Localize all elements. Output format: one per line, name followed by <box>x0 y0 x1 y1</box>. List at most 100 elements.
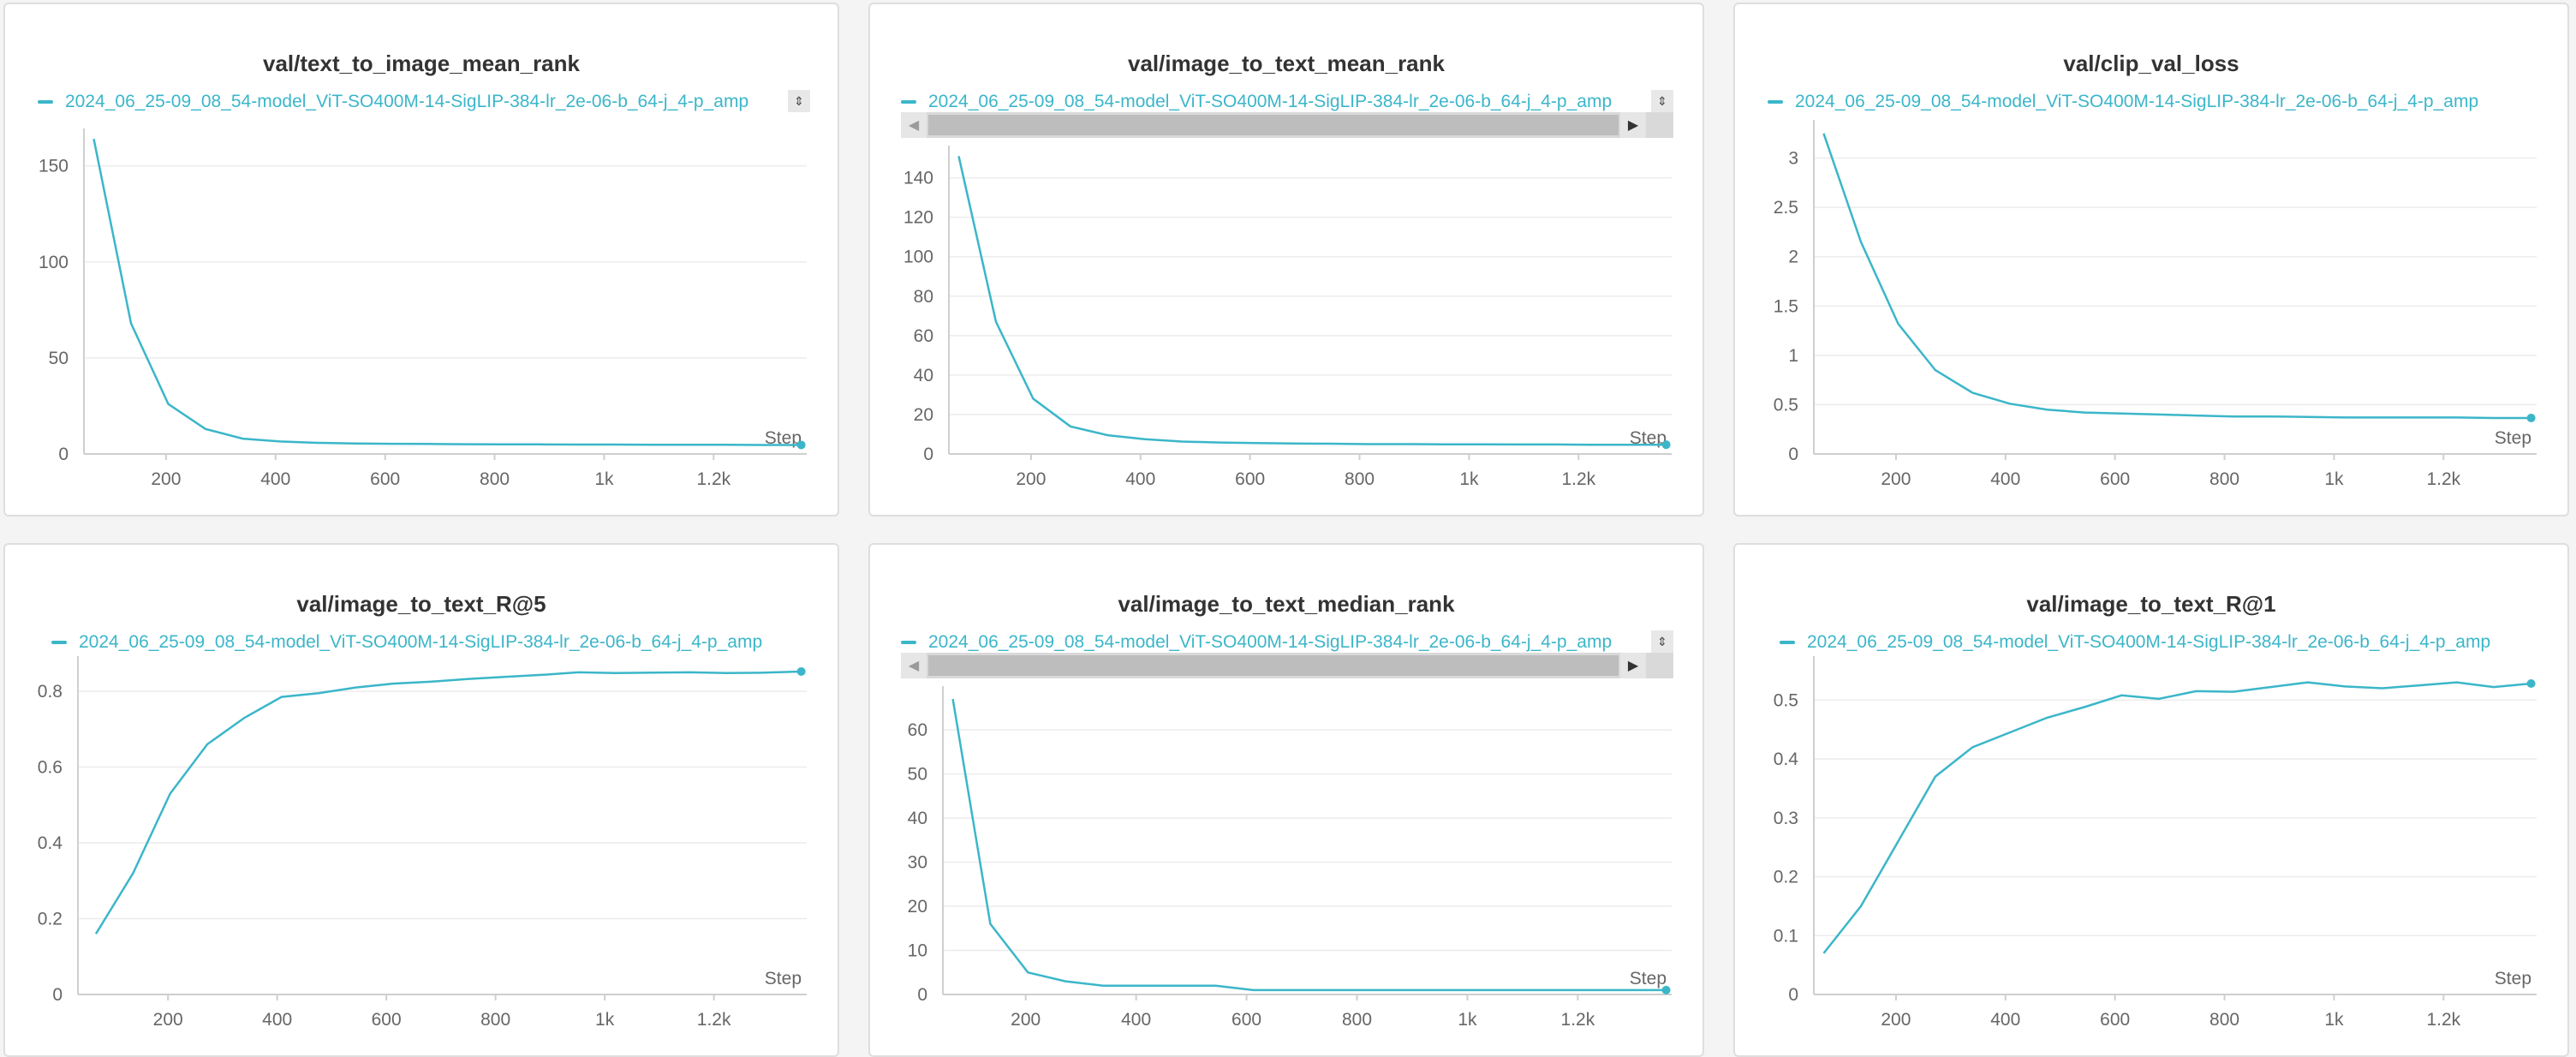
y-tick-label: 100 <box>903 248 933 267</box>
line-chart: 0 20 40 60 80 100 120 140 200 400 600 800 1k 1.2k Step <box>903 146 1672 489</box>
series-line <box>951 698 1667 992</box>
x-tick-label: 200 <box>1016 469 1046 489</box>
y-tick-label: 2 <box>1788 248 1798 267</box>
y-tick-label: 60 <box>908 720 927 740</box>
x-axis-label: Step <box>2495 428 2531 448</box>
legend-entry[interactable]: 2024_06_25-09_08_54-model_ViT-SO400M-14-… <box>901 630 1655 654</box>
x-tick-label: 800 <box>2209 469 2239 489</box>
y-tick-label: 20 <box>908 897 927 917</box>
x-axis-label: Step <box>1630 428 1667 448</box>
y-tick-label: 0 <box>917 985 927 1005</box>
chart-title: val/image_to_text_mean_rank <box>1128 51 1445 76</box>
x-tick-label: 200 <box>1011 1010 1041 1030</box>
chart-panel-image-to-text-r1[interactable]: val/image_to_text_R@1 2024_06_25-09_08_5… <box>1733 543 2569 1057</box>
series-line <box>1822 133 2531 420</box>
triangle-right-icon[interactable]: ▶ <box>1620 112 1646 138</box>
y-tick-label: 2.5 <box>1774 198 1798 218</box>
chart-panel-image-to-text-r5[interactable]: val/image_to_text_R@5 2024_06_25-09_08_5… <box>3 543 839 1057</box>
legend-label: 2024_06_25-09_08_54-model_ViT-SO400M-14-… <box>65 92 749 111</box>
y-tick-label: 20 <box>914 405 933 425</box>
x-tick-label: 200 <box>1881 469 1911 489</box>
y-tick-label: 3 <box>1788 149 1798 169</box>
y-tick-label: 50 <box>49 349 69 368</box>
x-tick-label: 400 <box>1121 1010 1151 1030</box>
x-tick-label: 1.2k <box>2426 1010 2460 1030</box>
chart-panel-text-to-image-mean-rank[interactable]: val/text_to_image_mean_rank 2024_06_25-0… <box>3 3 839 517</box>
y-tick-label: 60 <box>914 326 933 346</box>
up-down-arrows-icon[interactable]: ⇕ <box>1651 90 1673 112</box>
legend-swatch <box>901 100 916 104</box>
chart-panel-image-to-text-mean-rank[interactable]: val/image_to_text_mean_rank 2024_06_25-0… <box>868 3 1704 517</box>
legend-horizontal-scrollbar[interactable]: ◀ ▶ <box>901 653 1673 678</box>
legend-entry[interactable]: 2024_06_25-09_08_54-model_ViT-SO400M-14-… <box>51 630 805 654</box>
chart-title: val/text_to_image_mean_rank <box>263 51 580 76</box>
x-tick-label: 800 <box>480 469 510 489</box>
triangle-left-icon[interactable]: ◀ <box>901 112 927 138</box>
chart-panel-clip-val-loss[interactable]: val/clip_val_loss 2024_06_25-09_08_54-mo… <box>1733 3 2569 517</box>
x-tick-label: 200 <box>153 1010 183 1030</box>
x-tick-label: 400 <box>262 1010 292 1030</box>
x-tick-label: 400 <box>1990 469 2020 489</box>
legend-horizontal-scrollbar[interactable]: ◀ ▶ <box>901 112 1673 138</box>
x-tick-label: 800 <box>1345 469 1374 489</box>
x-tick-label: 800 <box>1342 1010 1372 1030</box>
legend-swatch <box>901 641 916 644</box>
legend-swatch <box>51 641 67 644</box>
y-tick-label: 0 <box>1788 445 1798 464</box>
chart-title: val/clip_val_loss <box>2063 51 2239 76</box>
triangle-right-icon[interactable]: ▶ <box>1620 653 1646 678</box>
x-tick-label: 1k <box>594 469 614 489</box>
chart-title: val/image_to_text_median_rank <box>1118 591 1455 617</box>
last-point-dot <box>1661 985 1671 994</box>
x-axis-label: Step <box>765 969 802 988</box>
y-tick-label: 50 <box>908 765 927 785</box>
legend-label: 2024_06_25-09_08_54-model_ViT-SO400M-14-… <box>1795 92 2479 111</box>
series-line <box>957 156 1667 446</box>
x-tick-label: 600 <box>1231 1010 1261 1030</box>
y-tick-label: 0.4 <box>1774 749 1799 769</box>
y-tick-label: 10 <box>908 941 927 961</box>
legend-entry[interactable]: 2024_06_25-09_08_54-model_ViT-SO400M-14-… <box>901 90 1655 114</box>
y-tick-label: 0.2 <box>38 909 63 929</box>
y-tick-label: 0.6 <box>38 757 63 777</box>
legend-entry[interactable]: 2024_06_25-09_08_54-model_ViT-SO400M-14-… <box>1768 90 2521 114</box>
line-chart: 0 50 100 150 200 400 600 800 1k 1.2k Step <box>39 128 807 489</box>
x-tick-label: 600 <box>2100 469 2130 489</box>
up-down-arrows-icon[interactable]: ⇕ <box>788 90 810 112</box>
x-tick-label: 600 <box>370 469 400 489</box>
triangle-left-icon[interactable]: ◀ <box>901 653 927 678</box>
y-tick-label: 30 <box>908 853 927 873</box>
legend-entry[interactable]: 2024_06_25-09_08_54-model_ViT-SO400M-14-… <box>38 90 791 114</box>
x-tick-label: 1.2k <box>1561 1010 1595 1030</box>
x-tick-label: 800 <box>480 1010 510 1030</box>
x-tick-label: 1k <box>1459 469 1479 489</box>
x-tick-label: 1k <box>595 1010 615 1030</box>
y-tick-label: 0.5 <box>1774 690 1798 710</box>
scrollbar-thumb[interactable] <box>928 115 1619 135</box>
y-tick-label: 100 <box>39 253 69 272</box>
line-chart: 0 0.1 0.2 0.3 0.4 0.5 200 400 600 800 1k 1.2k Step <box>1774 656 2537 1030</box>
legend-entry[interactable]: 2024_06_25-09_08_54-model_ViT-SO400M-14-… <box>1780 630 2533 654</box>
chart-panel-image-to-text-median-rank[interactable]: val/image_to_text_median_rank 2024_06_25… <box>868 543 1704 1057</box>
legend-swatch <box>38 100 53 104</box>
up-down-arrows-icon[interactable]: ⇕ <box>1651 630 1673 653</box>
series-line <box>94 670 802 935</box>
line-chart: 0 0.5 1 1.5 2 2.5 3 200 400 600 800 1k 1.2k Step <box>1774 120 2537 489</box>
y-tick-label: 1 <box>1788 346 1798 366</box>
legend-swatch <box>1768 100 1783 104</box>
y-tick-label: 40 <box>914 366 933 385</box>
x-tick-label: 1k <box>2324 469 2344 489</box>
x-axis-label: Step <box>2495 969 2531 988</box>
line-chart: 0 0.2 0.4 0.6 0.8 200 400 600 800 1k 1.2k Step <box>38 656 807 1030</box>
x-tick-label: 800 <box>2209 1010 2239 1030</box>
last-point-dot <box>796 440 806 450</box>
x-tick-label: 600 <box>2100 1010 2130 1030</box>
y-tick-label: 0.1 <box>1774 926 1798 946</box>
last-point-dot <box>2526 679 2536 688</box>
x-tick-label: 400 <box>1990 1010 2020 1030</box>
legend-label: 2024_06_25-09_08_54-model_ViT-SO400M-14-… <box>1807 632 2491 652</box>
x-tick-label: 600 <box>372 1010 402 1030</box>
scrollbar-thumb[interactable] <box>928 655 1619 676</box>
y-tick-label: 0.2 <box>1774 868 1798 887</box>
chart-title: val/image_to_text_R@1 <box>2026 591 2276 617</box>
